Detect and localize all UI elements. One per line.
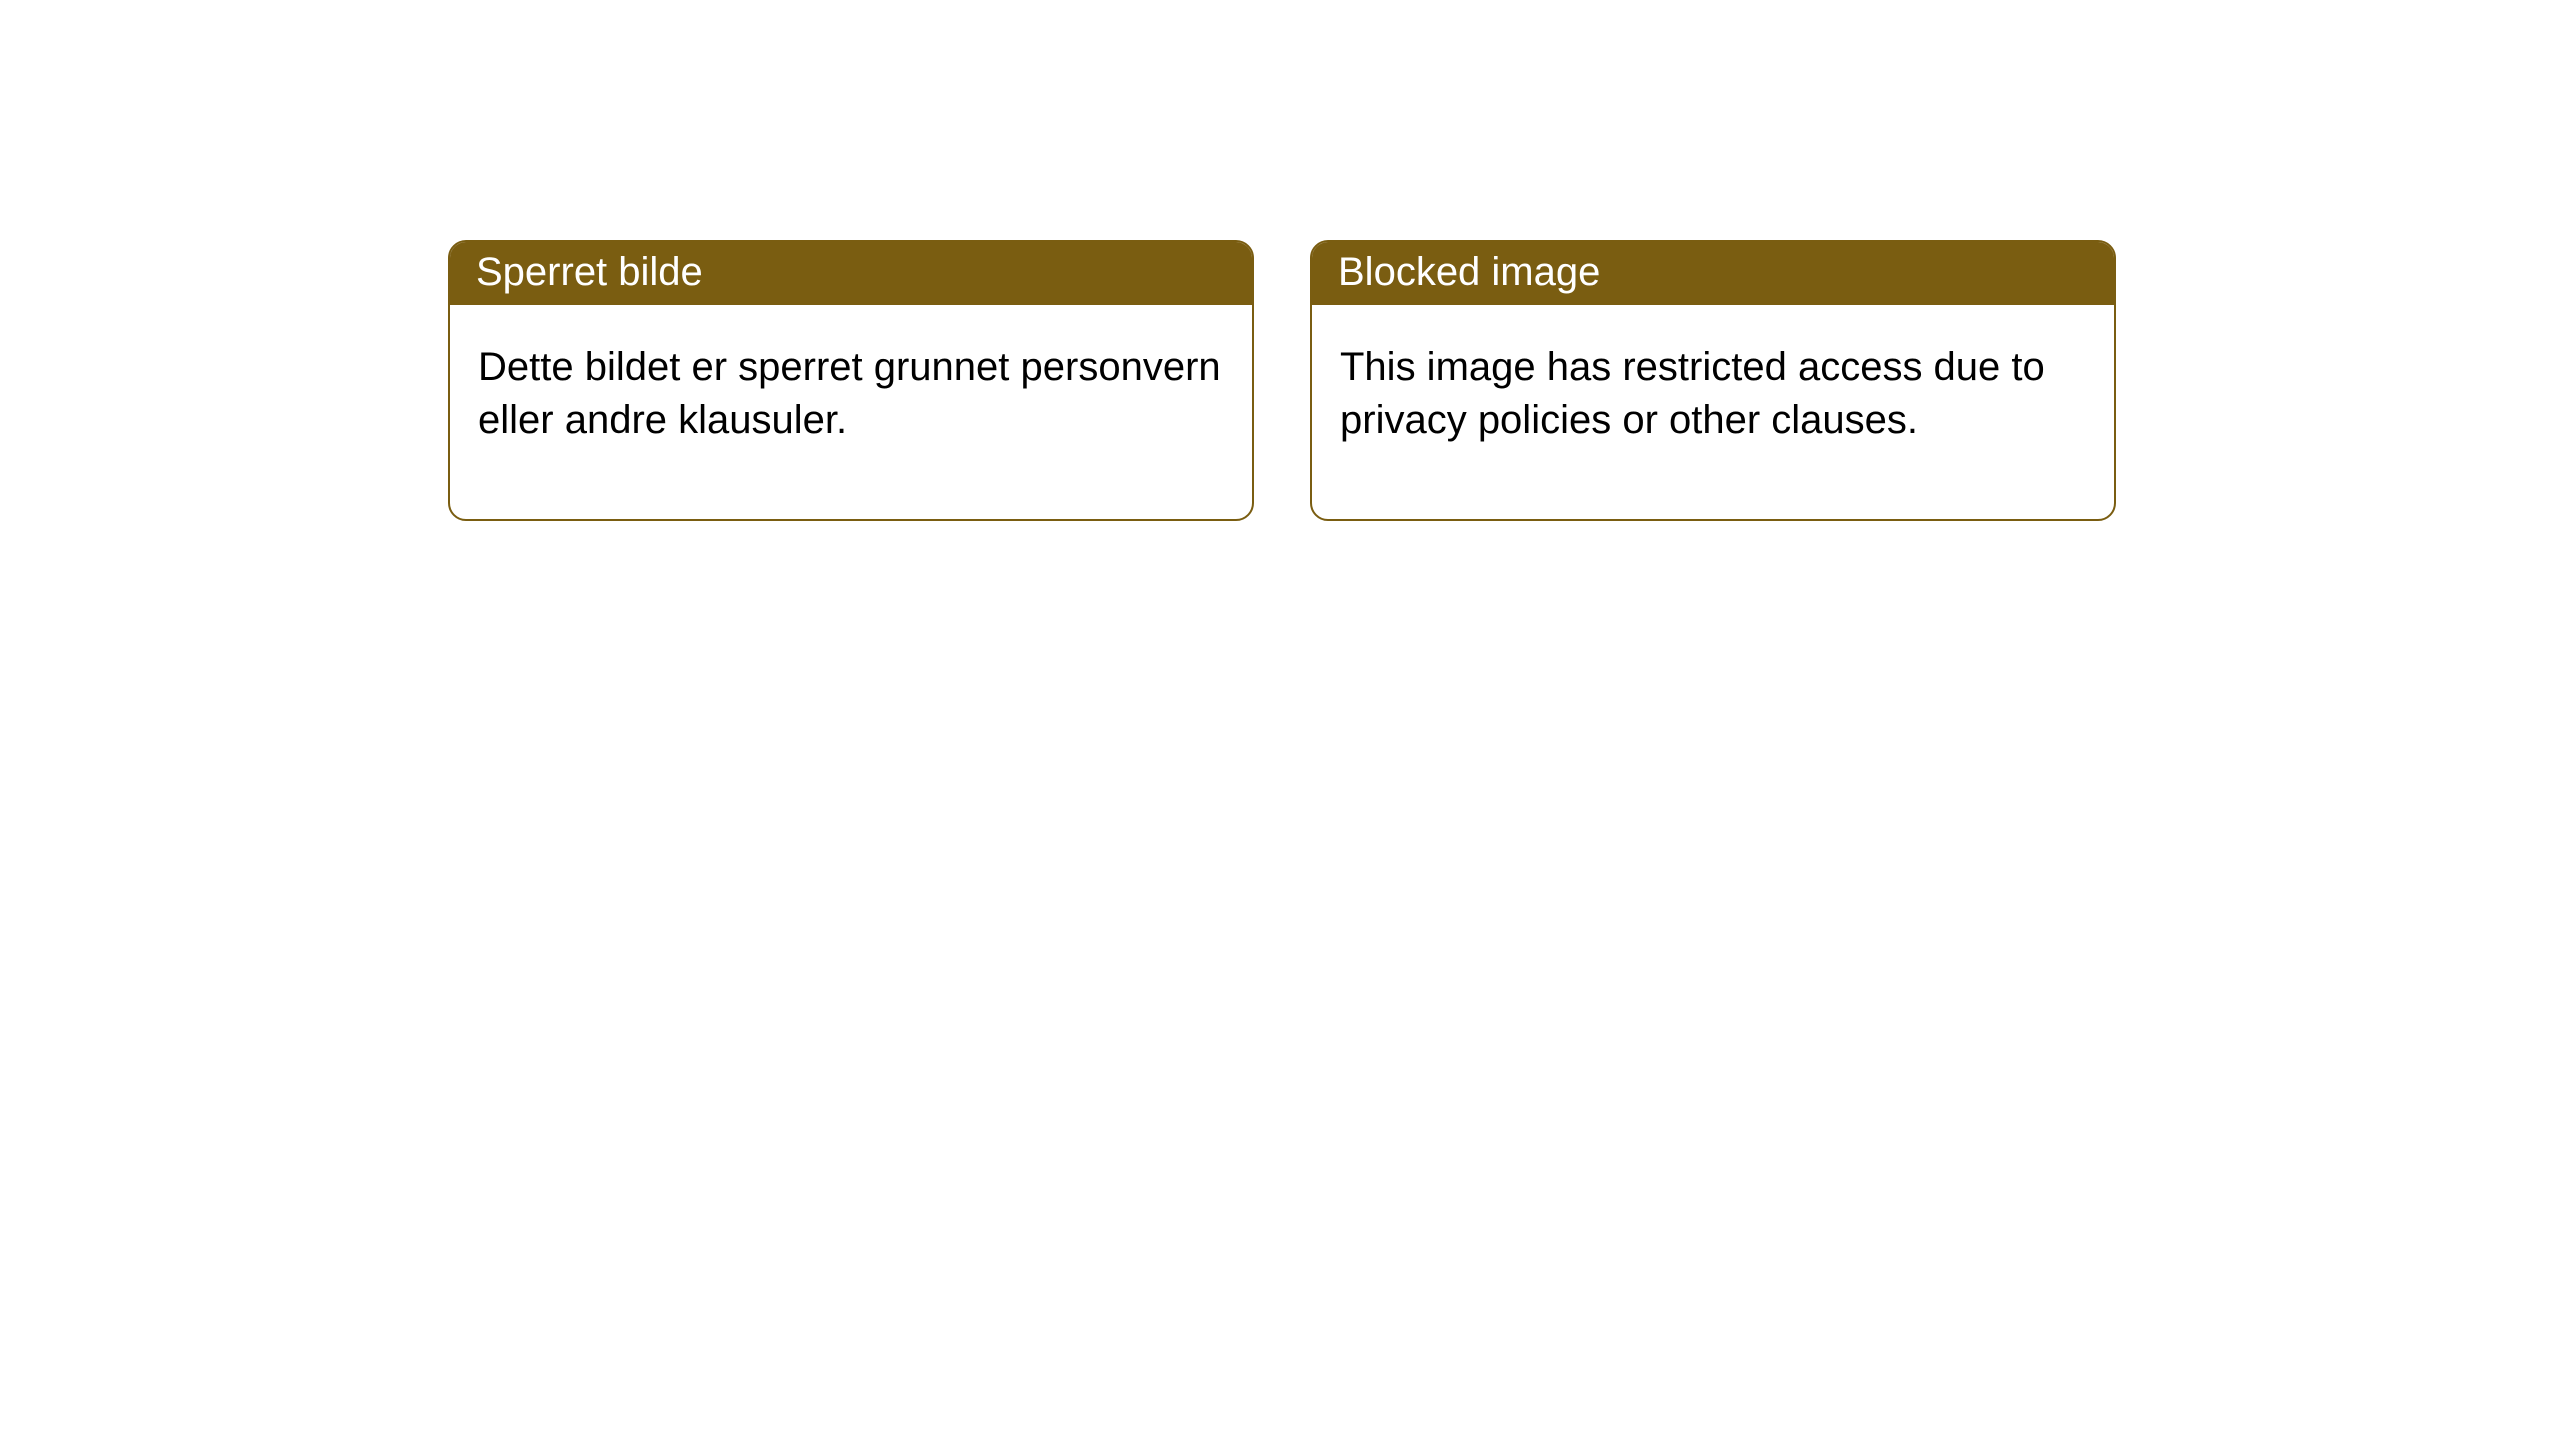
notice-title: Blocked image bbox=[1338, 250, 1600, 294]
notice-card-body: Dette bildet er sperret grunnet personve… bbox=[450, 305, 1252, 519]
notice-card-header: Sperret bilde bbox=[450, 242, 1252, 305]
notice-container: Sperret bilde Dette bildet er sperret gr… bbox=[0, 0, 2560, 521]
notice-card-norwegian: Sperret bilde Dette bildet er sperret gr… bbox=[448, 240, 1254, 521]
notice-card-header: Blocked image bbox=[1312, 242, 2114, 305]
notice-title: Sperret bilde bbox=[476, 250, 703, 294]
notice-body-text: This image has restricted access due to … bbox=[1340, 345, 2045, 442]
notice-card-english: Blocked image This image has restricted … bbox=[1310, 240, 2116, 521]
notice-card-body: This image has restricted access due to … bbox=[1312, 305, 2114, 519]
notice-body-text: Dette bildet er sperret grunnet personve… bbox=[478, 345, 1221, 442]
